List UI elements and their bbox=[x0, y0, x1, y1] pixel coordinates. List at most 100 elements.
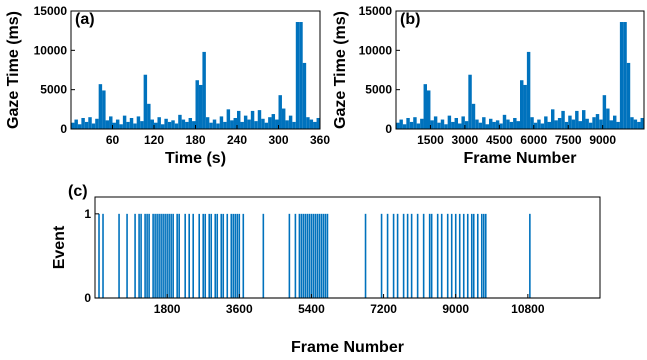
bar bbox=[547, 121, 551, 129]
bar bbox=[623, 22, 627, 129]
bar bbox=[423, 84, 427, 129]
bar bbox=[485, 124, 489, 129]
bar bbox=[551, 109, 555, 129]
bar bbox=[71, 122, 75, 129]
bar bbox=[129, 117, 134, 129]
y-tick-label: 10000 bbox=[359, 43, 393, 57]
bar bbox=[502, 114, 507, 129]
x-tick-label: 7500 bbox=[555, 133, 582, 147]
bar bbox=[458, 123, 462, 129]
bar bbox=[437, 122, 441, 129]
bar bbox=[219, 116, 224, 129]
bar bbox=[396, 122, 400, 129]
bar bbox=[619, 22, 624, 129]
bar bbox=[275, 119, 279, 129]
bar bbox=[309, 119, 314, 129]
bar bbox=[178, 114, 182, 129]
y-tick-label: 0 bbox=[84, 291, 91, 305]
bar bbox=[406, 117, 410, 129]
bar bbox=[299, 22, 303, 129]
axes-box bbox=[94, 196, 601, 299]
bar bbox=[212, 119, 217, 129]
bar bbox=[133, 123, 137, 129]
y-axis-label: Gaze Time (ms) bbox=[332, 11, 349, 129]
bar bbox=[513, 117, 517, 129]
bar bbox=[285, 120, 289, 129]
bar bbox=[537, 119, 541, 129]
y-axis-label: Gaze Time (ms) bbox=[5, 11, 22, 129]
bar bbox=[526, 51, 531, 130]
y-tick-label: 5000 bbox=[365, 83, 392, 97]
x-tick-label: 9000 bbox=[442, 302, 469, 316]
x-tick-label: 3600 bbox=[226, 302, 253, 316]
bar bbox=[126, 121, 130, 129]
bar bbox=[288, 115, 293, 129]
bar bbox=[313, 121, 317, 129]
x-tick-label: 360 bbox=[310, 133, 330, 147]
bar bbox=[571, 119, 576, 129]
bar bbox=[243, 115, 248, 129]
bar bbox=[233, 117, 237, 129]
bar bbox=[257, 110, 262, 129]
x-tick-label: 300 bbox=[268, 133, 288, 147]
bar bbox=[209, 122, 213, 129]
bar bbox=[482, 117, 486, 129]
y-tick-label: 5000 bbox=[40, 83, 67, 97]
bar bbox=[533, 122, 538, 129]
y-tick-label: 1 bbox=[84, 207, 91, 221]
bar bbox=[440, 119, 445, 129]
bar bbox=[444, 124, 448, 129]
x-tick-label: 4500 bbox=[486, 133, 513, 147]
bar bbox=[77, 124, 82, 129]
bar bbox=[216, 123, 220, 129]
bar bbox=[164, 118, 168, 129]
bar bbox=[278, 95, 282, 129]
x-tick-label: 10800 bbox=[511, 302, 545, 316]
bar bbox=[495, 120, 500, 129]
bar bbox=[471, 103, 476, 129]
x-axis-label: Frame Number bbox=[291, 339, 404, 356]
y-axis-label: Event bbox=[51, 225, 68, 269]
bar bbox=[171, 120, 175, 129]
bar bbox=[174, 123, 179, 129]
bar bbox=[544, 116, 548, 129]
bar bbox=[402, 124, 407, 129]
bar bbox=[516, 121, 520, 129]
bar bbox=[185, 121, 189, 129]
bar bbox=[84, 121, 89, 129]
x-tick-label: 9000 bbox=[589, 133, 616, 147]
bar bbox=[609, 120, 613, 129]
x-axis-label: Frame Number bbox=[464, 150, 577, 167]
bar bbox=[399, 119, 403, 129]
bar bbox=[292, 121, 296, 129]
panel-label: (b) bbox=[400, 11, 420, 28]
bar bbox=[136, 116, 141, 129]
bar bbox=[122, 115, 127, 129]
x-tick-label: 7200 bbox=[370, 302, 397, 316]
y-tick-label: 15000 bbox=[34, 4, 68, 18]
bar bbox=[499, 123, 503, 129]
bar bbox=[478, 122, 483, 129]
bar bbox=[523, 84, 527, 129]
bar bbox=[606, 108, 610, 129]
bar bbox=[192, 121, 196, 129]
bar bbox=[167, 121, 172, 129]
x-tick-label: 60 bbox=[106, 133, 120, 147]
bar bbox=[585, 118, 589, 129]
bar bbox=[181, 119, 186, 129]
bar bbox=[150, 119, 154, 129]
axes-box bbox=[395, 10, 645, 130]
bar bbox=[595, 114, 600, 129]
bar bbox=[592, 117, 596, 129]
bar bbox=[160, 124, 165, 129]
bar bbox=[202, 51, 206, 130]
bar bbox=[295, 22, 300, 129]
bar bbox=[115, 119, 120, 129]
bar bbox=[316, 117, 320, 129]
bar bbox=[271, 114, 276, 129]
x-tick-label: 6000 bbox=[520, 133, 547, 147]
bar bbox=[91, 123, 96, 129]
x-tick-label: 120 bbox=[144, 133, 164, 147]
bar bbox=[226, 109, 231, 129]
